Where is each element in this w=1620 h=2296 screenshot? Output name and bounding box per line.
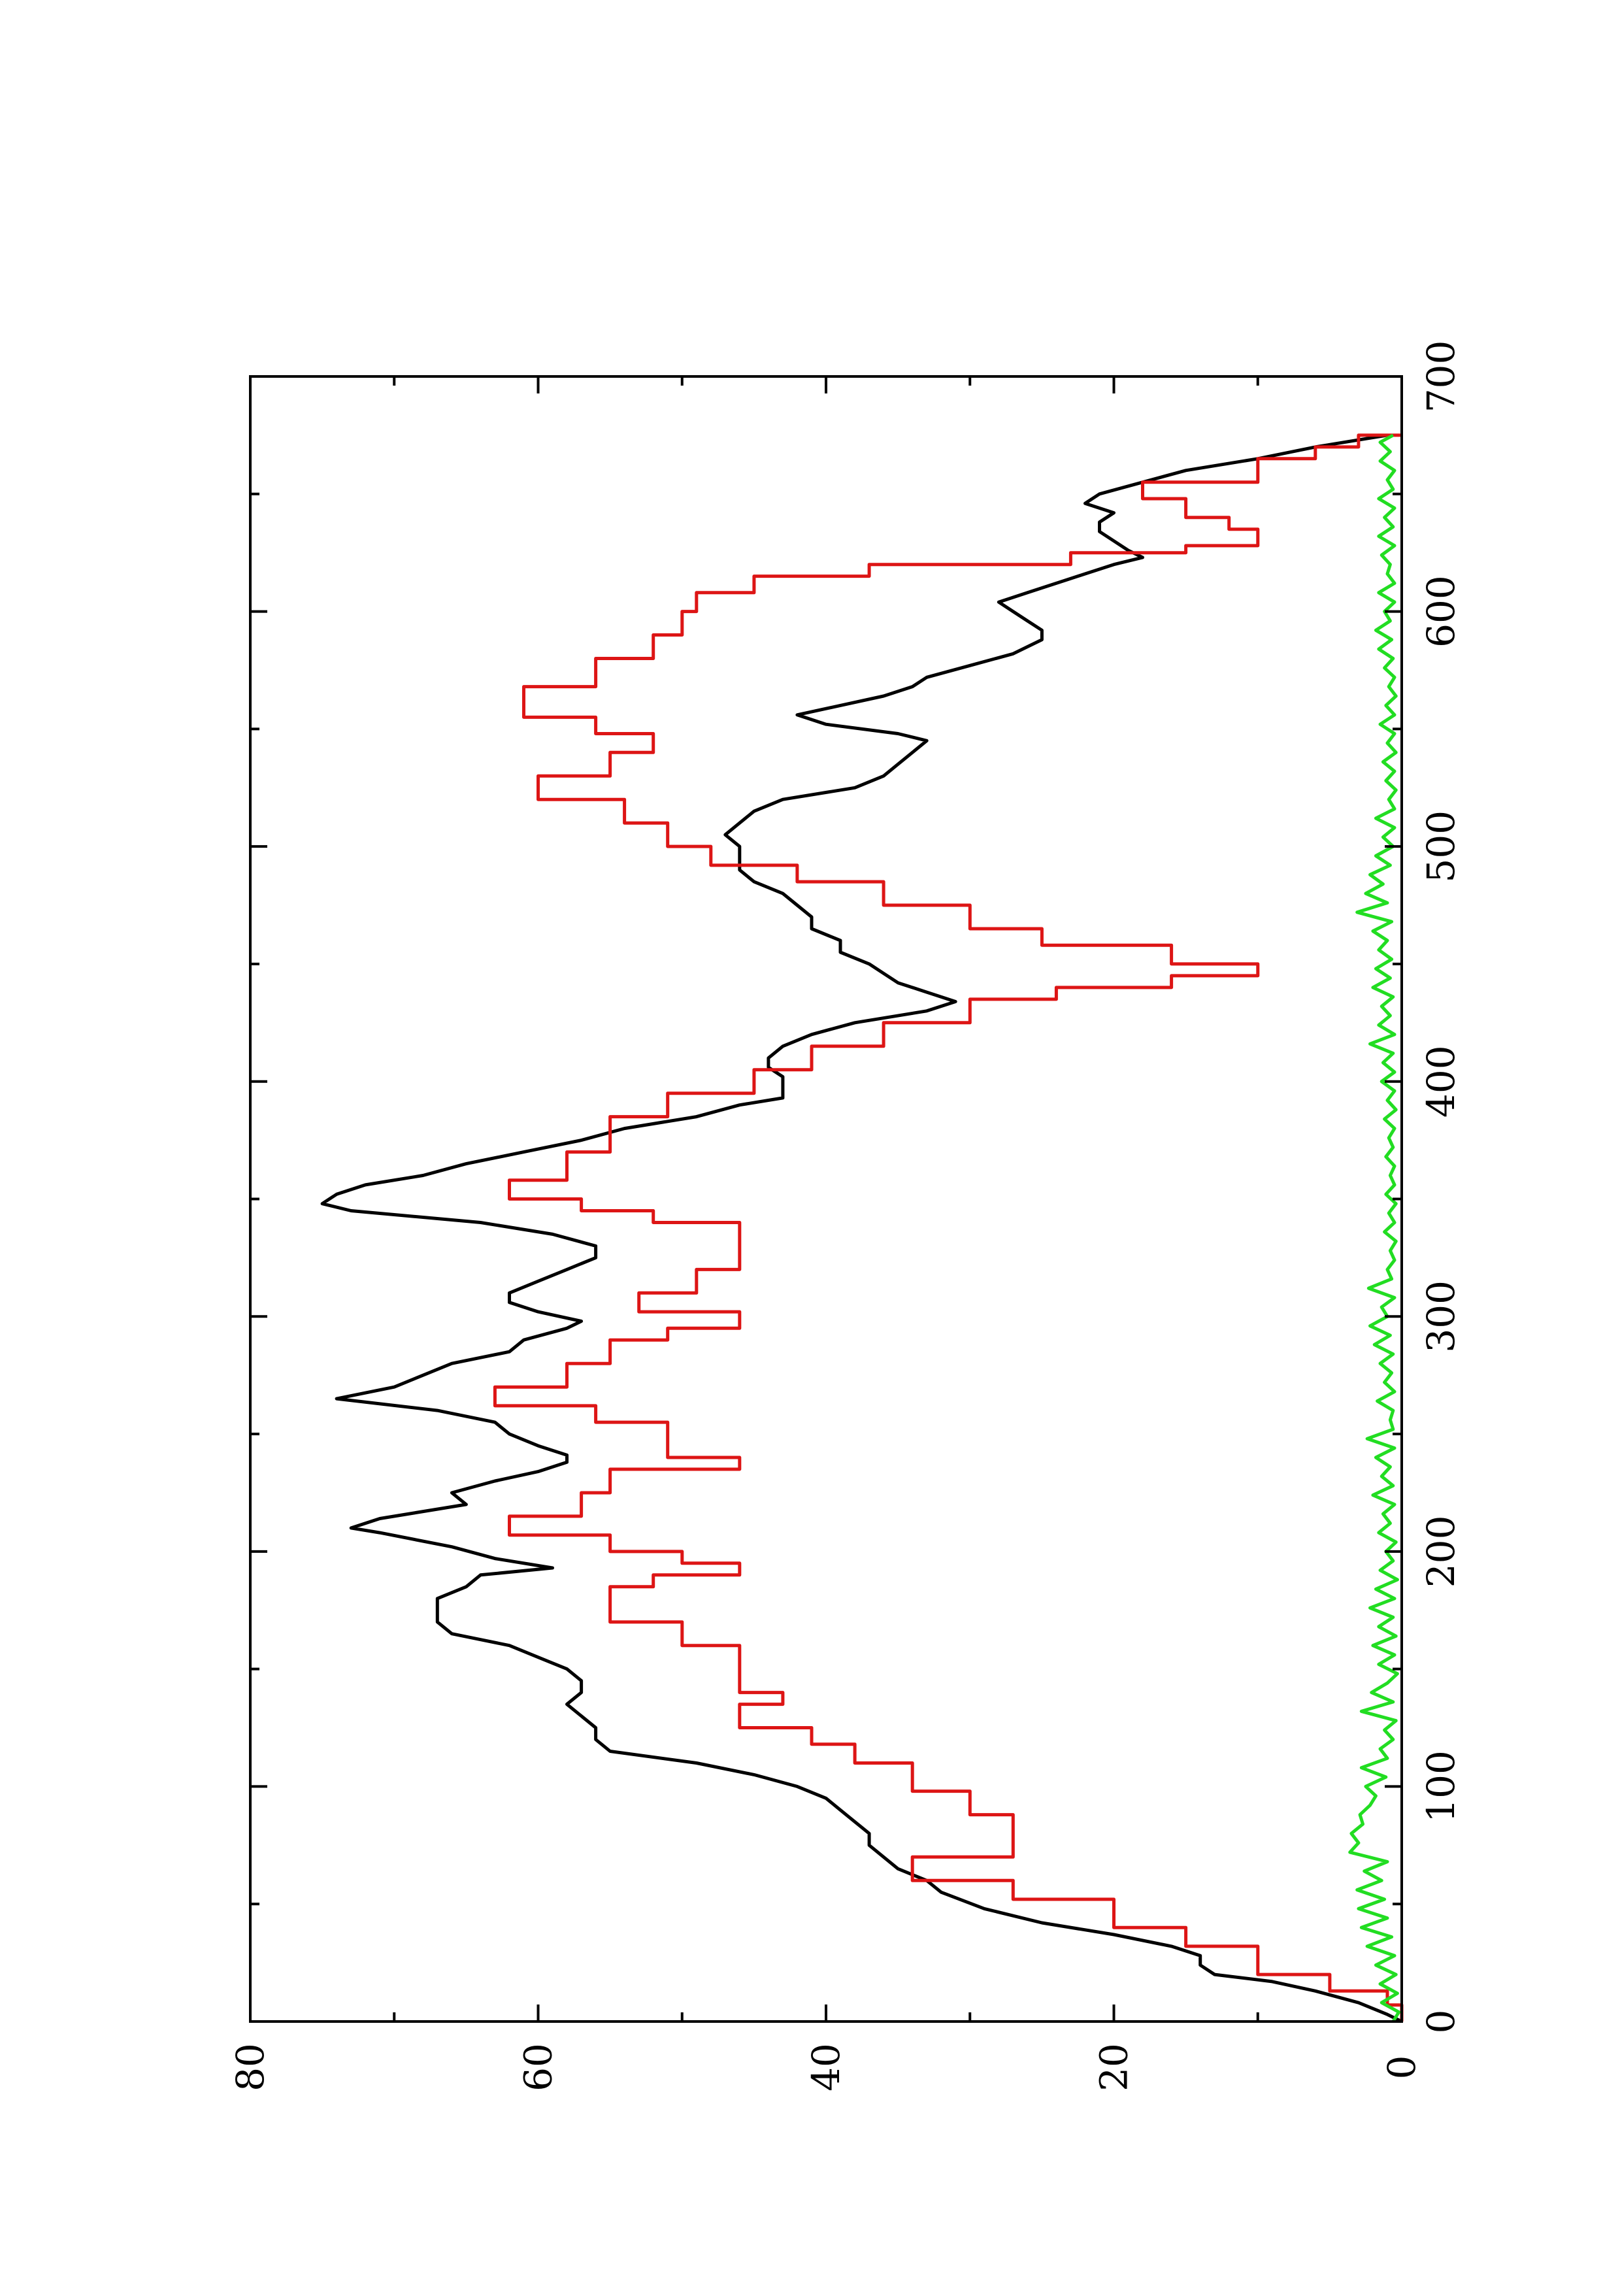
y-tick-label: 40 — [804, 2043, 848, 2091]
y-tick-label: 0 — [1380, 2055, 1424, 2080]
y-tick-label: 80 — [228, 2043, 273, 2091]
series-line-3 — [1348, 433, 1401, 2023]
label-layer: 0 100 200 300 400 500 600 700 0 20 40 60 80 — [228, 341, 1463, 2091]
x-tick-label: 200 — [1419, 1515, 1463, 1588]
tick-layer — [249, 375, 1403, 2023]
y-tick-label: 60 — [516, 2043, 561, 2091]
x-tick-label: 500 — [1419, 810, 1463, 883]
series-line-1 — [320, 433, 1403, 2023]
series-line-2 — [493, 433, 1404, 2021]
x-tick-label: 300 — [1419, 1280, 1463, 1353]
x-tick-label: 700 — [1419, 341, 1463, 413]
series-layer — [320, 433, 1404, 2023]
x-tick-label: 600 — [1419, 575, 1463, 648]
x-tick-label: 400 — [1419, 1045, 1463, 1118]
x-tick-label: 0 — [1419, 2010, 1463, 2034]
y-tick-label: 20 — [1092, 2043, 1136, 2091]
x-tick-label: 100 — [1419, 1750, 1463, 1823]
